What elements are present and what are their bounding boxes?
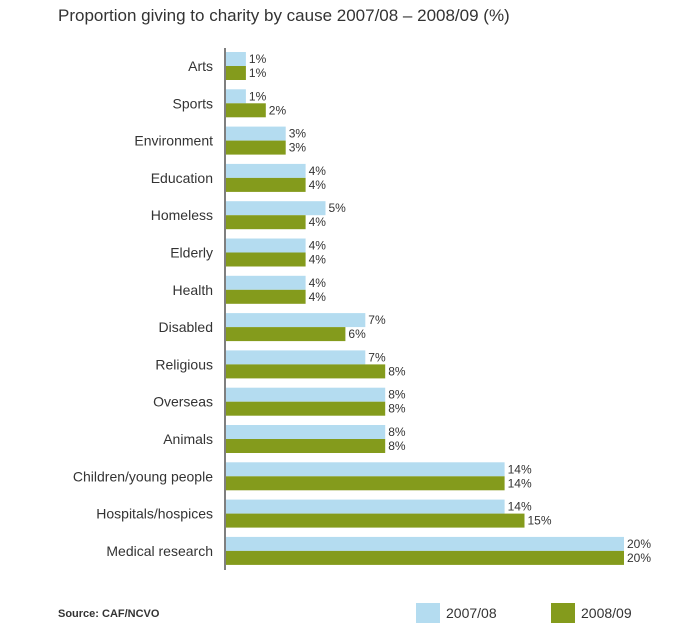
bars-group (226, 52, 624, 565)
value-label-environment-2007-08: 3% (289, 127, 307, 141)
legend-label-2008-09: 2008/09 (581, 605, 632, 621)
bar-sports-2007-08 (226, 89, 246, 104)
bar-homeless-2007-08 (226, 201, 326, 216)
category-label-medical-research: Medical research (106, 543, 213, 559)
category-label-religious: Religious (155, 356, 213, 372)
bar-arts-2008-09 (226, 66, 246, 80)
bar-hospitals-hospices-2007-08 (226, 499, 505, 514)
value-label-elderly-2008-09: 4% (309, 253, 327, 267)
category-labels: Arts Sports Environment Education Homeless El… (73, 58, 213, 559)
bar-education-2007-08 (226, 163, 306, 178)
value-label-hospitals-hospices-2007-08: 14% (508, 500, 532, 514)
category-label-environment: Environment (134, 133, 213, 149)
bar-religious-2007-08 (226, 350, 366, 365)
bar-disabled-2008-09 (226, 327, 346, 342)
category-label-elderly: Elderly (170, 245, 213, 261)
bar-children-young-people-2008-09 (226, 476, 505, 491)
bar-education-2008-09 (226, 177, 306, 192)
value-label-education-2007-08: 4% (309, 164, 327, 178)
value-label-arts-2008-09: 1% (249, 66, 267, 80)
bar-elderly-2007-08 (226, 238, 306, 253)
bar-chart: Arts Sports Environment Education Homeless El… (73, 48, 651, 570)
bar-children-young-people-2007-08 (226, 462, 505, 477)
value-label-environment-2008-09: 3% (289, 141, 307, 155)
value-label-hospitals-hospices-2008-09: 15% (528, 514, 552, 528)
category-label-health: Health (173, 282, 213, 298)
value-label-animals-2008-09: 8% (388, 439, 406, 453)
value-label-elderly-2007-08: 4% (309, 239, 327, 253)
value-label-children-young-people-2007-08: 14% (508, 462, 532, 476)
bar-religious-2008-09 (226, 364, 386, 379)
bar-elderly-2008-09 (226, 252, 306, 267)
bar-health-2007-08 (226, 275, 306, 290)
value-label-disabled-2007-08: 7% (368, 313, 386, 327)
value-label-arts-2007-08: 1% (249, 52, 267, 66)
value-label-sports-2007-08: 1% (249, 89, 267, 103)
bar-health-2008-09 (226, 289, 306, 304)
category-label-animals: Animals (163, 431, 213, 447)
value-label-health-2007-08: 4% (309, 276, 327, 290)
category-label-arts: Arts (188, 58, 213, 74)
category-label-overseas: Overseas (153, 394, 213, 410)
bar-arts-2007-08 (226, 52, 246, 66)
bar-medical-research-2008-09 (226, 550, 624, 565)
legend-swatch-2008-09 (551, 603, 575, 623)
value-label-homeless-2008-09: 4% (309, 215, 327, 229)
value-label-overseas-2007-08: 8% (388, 388, 406, 402)
value-label-medical-research-2008-09: 20% (627, 551, 651, 565)
bar-environment-2008-09 (226, 140, 286, 155)
category-label-homeless: Homeless (151, 207, 213, 223)
bar-animals-2008-09 (226, 439, 386, 453)
bar-overseas-2007-08 (226, 387, 386, 402)
bar-medical-research-2007-08 (226, 536, 624, 551)
value-label-religious-2007-08: 7% (368, 350, 386, 364)
source-note: Source: CAF/NCVO (58, 608, 160, 620)
bar-overseas-2008-09 (226, 401, 386, 416)
value-label-health-2008-09: 4% (309, 290, 327, 304)
bar-homeless-2008-09 (226, 215, 306, 230)
value-label-disabled-2008-09: 6% (348, 327, 366, 341)
chart-title: Proportion giving to charity by cause 20… (58, 6, 510, 25)
value-label-homeless-2007-08: 5% (329, 201, 347, 215)
category-label-education: Education (151, 170, 213, 186)
category-label-hospitals-hospices: Hospitals/hospices (96, 506, 213, 522)
value-label-religious-2008-09: 8% (388, 364, 406, 378)
category-label-sports: Sports (173, 95, 213, 111)
legend-swatch-2007-08 (416, 603, 440, 623)
value-label-education-2008-09: 4% (309, 178, 327, 192)
category-label-children-young-people: Children/young people (73, 468, 213, 484)
legend-item-2008-09: 2008/09 (551, 603, 632, 623)
bar-sports-2008-09 (226, 103, 266, 118)
value-label-overseas-2008-09: 8% (388, 402, 406, 416)
value-label-sports-2008-09: 2% (269, 103, 287, 117)
bar-hospitals-hospices-2008-09 (226, 513, 525, 528)
legend-item-2007-08: 2007/08 (416, 603, 497, 623)
bar-animals-2007-08 (226, 425, 386, 439)
value-label-animals-2007-08: 8% (388, 425, 406, 439)
category-label-disabled: Disabled (159, 319, 213, 335)
value-label-medical-research-2007-08: 20% (627, 537, 651, 551)
legend-label-2007-08: 2007/08 (446, 605, 497, 621)
value-label-children-young-people-2008-09: 14% (508, 476, 532, 490)
bar-environment-2007-08 (226, 126, 286, 141)
bar-disabled-2007-08 (226, 313, 366, 328)
value-labels: 1%1%1%2%3%3%4%4%5%4%4%4%4%4%7%6%7%8%8%8%… (249, 52, 651, 565)
